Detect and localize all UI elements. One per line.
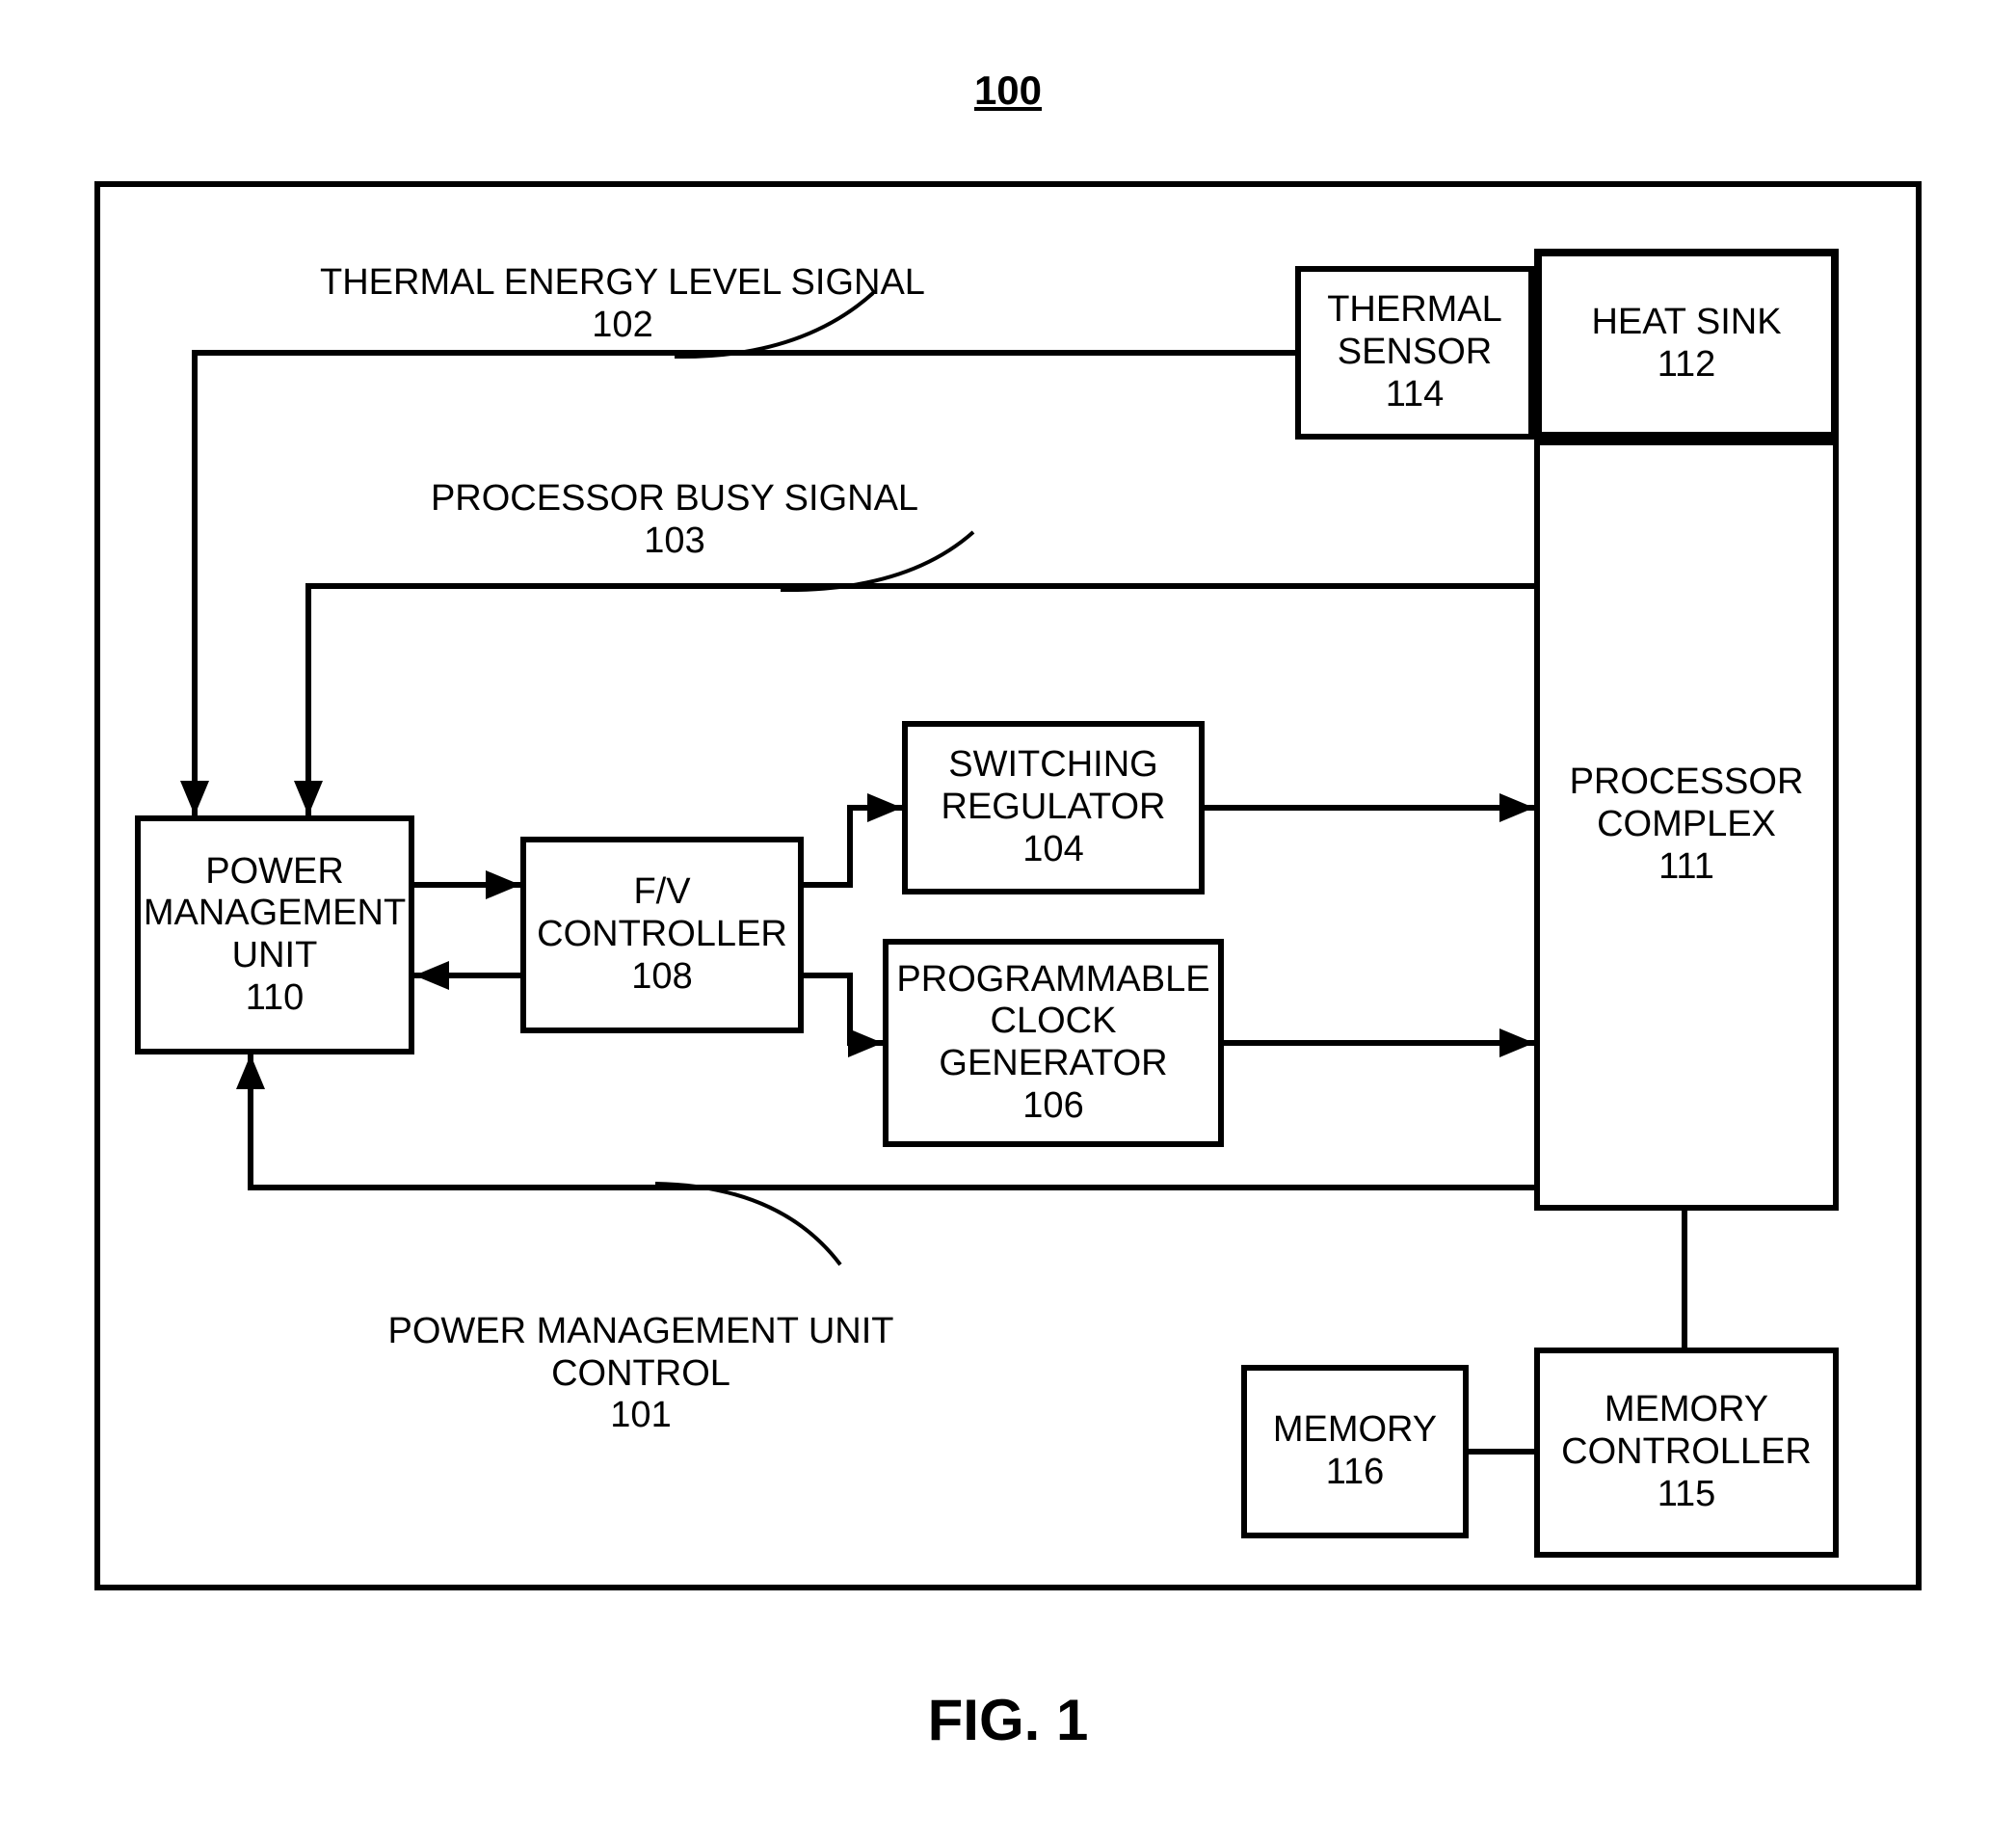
block-thermal: THERMALSENSOR114 [1295, 266, 1534, 440]
block-swreg: SWITCHINGREGULATOR104 [902, 721, 1205, 894]
block-memory: MEMORY116 [1241, 1365, 1469, 1538]
block-pmu: POWERMANAGEMENTUNIT110 [135, 815, 414, 1054]
figure-number: 100 [0, 67, 2016, 114]
diagram-stage: 100 POWERMANAGEMENTUNIT110 F/VCONTROLLER1… [0, 0, 2016, 1842]
block-heatsink: HEAT SINK112 [1534, 249, 1839, 440]
figure-caption: FIG. 1 [0, 1687, 2016, 1753]
label-busy_sig: PROCESSOR BUSY SIGNAL103 [405, 478, 944, 562]
block-fv: F/VCONTROLLER108 [520, 837, 804, 1033]
label-thermal_sig: THERMAL ENERGY LEVEL SIGNAL102 [295, 262, 950, 346]
block-clkgen: PROGRAMMABLECLOCKGENERATOR106 [883, 939, 1224, 1147]
label-pmu_ctrl: POWER MANAGEMENT UNITCONTROL101 [337, 1311, 944, 1437]
block-processor: PROCESSORCOMPLEX111 [1534, 440, 1839, 1211]
block-memctrl: MEMORYCONTROLLER115 [1534, 1348, 1839, 1558]
